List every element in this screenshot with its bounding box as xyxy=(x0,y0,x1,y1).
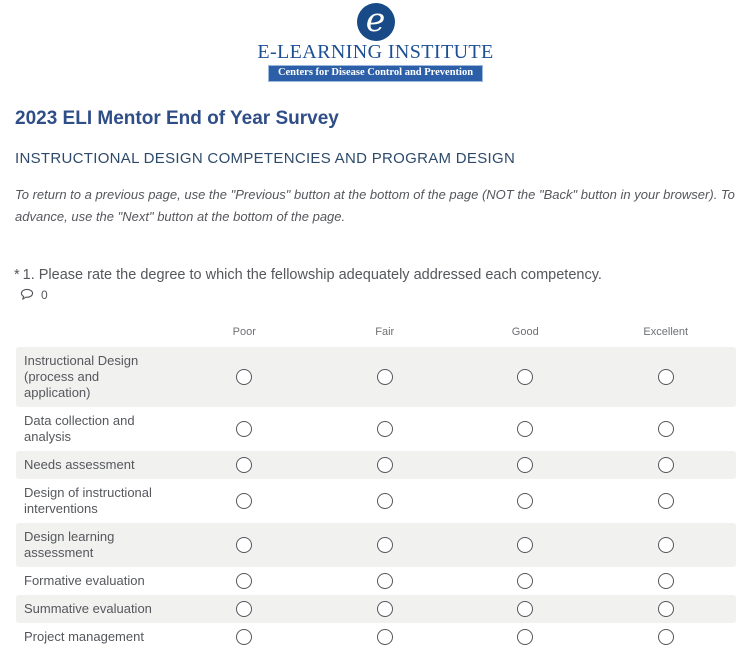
radio-button[interactable] xyxy=(657,601,674,617)
radio-button[interactable] xyxy=(236,601,253,617)
matrix-header-row: Poor Fair Good Excellent xyxy=(16,326,736,339)
row-label: Data collection and analysis xyxy=(24,413,135,444)
matrix-header-spacer xyxy=(16,326,174,339)
required-marker: * xyxy=(14,267,20,283)
radio-button[interactable] xyxy=(236,629,253,645)
radio-button[interactable] xyxy=(236,369,253,385)
question-heading: * 1. Please rate the degree to which the f… xyxy=(14,266,736,284)
radio-button[interactable] xyxy=(657,629,674,645)
row-label: Needs assessment xyxy=(24,457,135,472)
radio-button[interactable] xyxy=(517,493,534,509)
cdc-banner: Centers for Disease Control and Preventi… xyxy=(267,65,484,82)
row-label: Design of instructional interventions xyxy=(24,485,152,516)
radio-button[interactable] xyxy=(657,457,674,473)
comment-bubble-icon[interactable] xyxy=(20,288,34,302)
radio-button[interactable] xyxy=(517,601,534,617)
column-header-fair: Fair xyxy=(375,326,395,338)
institute-name: E-LEARNING INSTITUTE xyxy=(257,41,494,63)
row-label: Summative evaluation xyxy=(24,601,152,616)
question-text: Please rate the degree to which the fell… xyxy=(38,267,602,283)
radio-button[interactable] xyxy=(376,629,393,645)
comment-count: 0 xyxy=(41,288,48,302)
row-label: Design learning assessment xyxy=(24,529,115,560)
radio-button[interactable] xyxy=(376,493,393,509)
radio-button[interactable] xyxy=(657,493,674,509)
table-row: Instructional Design (process and applic… xyxy=(16,347,736,407)
question-number: 1. xyxy=(22,267,35,283)
radio-button[interactable] xyxy=(657,573,674,589)
table-row: Data collection and analysis xyxy=(16,407,736,451)
radio-button[interactable] xyxy=(657,421,674,437)
row-label: Formative evaluation xyxy=(24,573,145,588)
radio-button[interactable] xyxy=(236,537,253,553)
elearning-logo-icon: e xyxy=(356,0,395,41)
radio-button[interactable] xyxy=(517,457,534,473)
radio-button[interactable] xyxy=(517,573,534,589)
radio-button[interactable] xyxy=(236,457,253,473)
radio-button[interactable] xyxy=(657,369,674,385)
radio-button[interactable] xyxy=(376,537,393,553)
radio-button[interactable] xyxy=(657,537,674,553)
radio-button[interactable] xyxy=(236,573,253,589)
row-label: Project management xyxy=(24,629,144,644)
table-row: Project management xyxy=(16,623,736,651)
radio-button[interactable] xyxy=(376,573,393,589)
navigation-instructions: To return to a previous page, use the "P… xyxy=(15,187,735,224)
radio-button[interactable] xyxy=(236,493,253,509)
radio-button[interactable] xyxy=(376,369,393,385)
radio-button[interactable] xyxy=(376,421,393,437)
table-row: Needs assessment xyxy=(16,451,736,479)
radio-button[interactable] xyxy=(517,629,534,645)
radio-button[interactable] xyxy=(236,421,253,437)
branding-header: e E-LEARNING INSTITUTE Centers for Disea… xyxy=(0,0,751,82)
column-header-poor: Poor xyxy=(232,326,256,338)
survey-title: 2023 ELI Mentor End of Year Survey xyxy=(15,108,339,129)
column-header-good: Good xyxy=(511,326,539,338)
rating-matrix: Poor Fair Good Excellent Instructional D… xyxy=(16,326,736,651)
logo-e-monogram: e xyxy=(365,0,386,39)
row-label: Instructional Design (process and applic… xyxy=(24,353,139,400)
radio-button[interactable] xyxy=(517,369,534,385)
radio-button[interactable] xyxy=(376,601,393,617)
radio-button[interactable] xyxy=(376,457,393,473)
table-row: Design learning assessment xyxy=(16,523,736,567)
table-row: Summative evaluation xyxy=(16,595,736,623)
table-row: Design of instructional interventions xyxy=(16,479,736,523)
table-row: Formative evaluation xyxy=(16,567,736,595)
radio-button[interactable] xyxy=(517,537,534,553)
page-title: INSTRUCTIONAL DESIGN COMPETENCIES AND PR… xyxy=(15,150,516,167)
column-header-excellent: Excellent xyxy=(643,326,689,338)
radio-button[interactable] xyxy=(517,421,534,437)
comment-counter[interactable]: 0 xyxy=(20,288,751,302)
